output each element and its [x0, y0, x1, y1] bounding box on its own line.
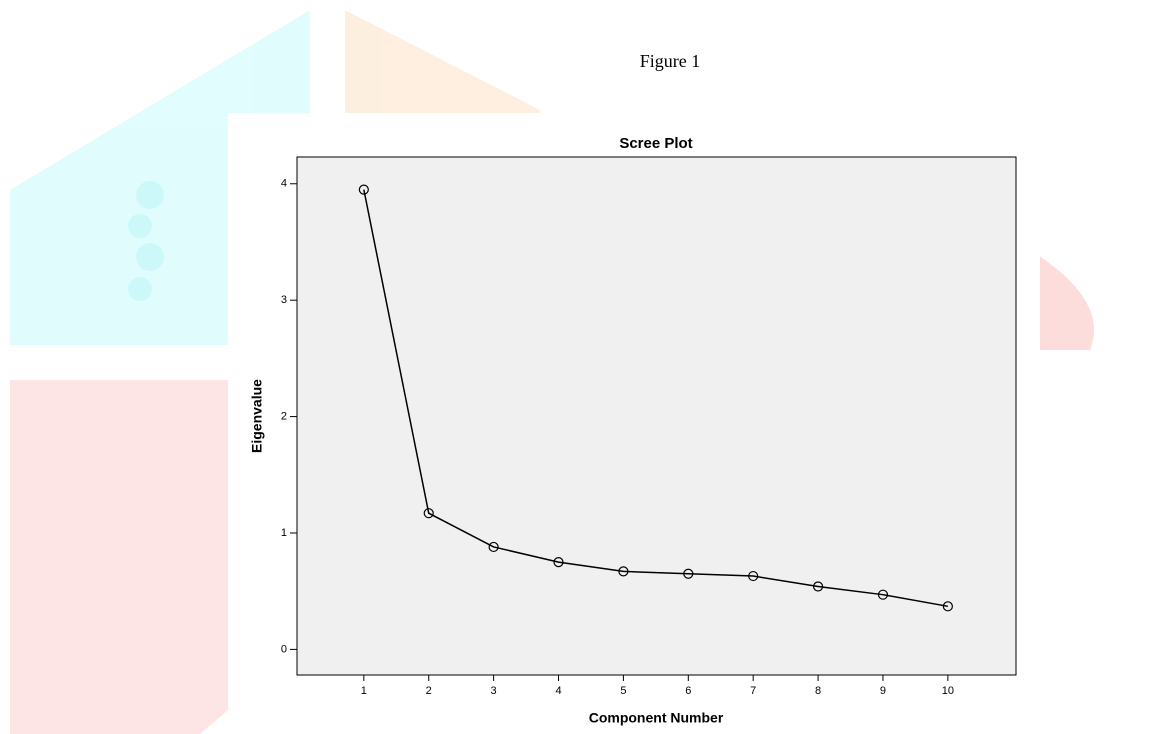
y-tick-label: 2: [281, 410, 287, 422]
data-point: [942, 601, 953, 612]
x-tick-label: 6: [685, 685, 691, 697]
x-tick-label: 2: [426, 685, 432, 697]
data-point: [553, 556, 564, 568]
data-point: [748, 570, 759, 582]
watermark-shape: [1030, 250, 1094, 350]
x-tick-label: 1: [361, 685, 367, 697]
y-axis-title: Eigenvalue: [249, 379, 265, 453]
x-tick-label: 4: [555, 685, 561, 697]
data-point: [423, 508, 434, 519]
watermark-shape: [136, 243, 164, 271]
data-point: [683, 568, 694, 579]
y-tick-label: 0: [281, 643, 287, 655]
x-axis-title: Component Number: [589, 710, 724, 726]
y-tick-label: 3: [281, 294, 287, 306]
chart-title: Scree Plot: [619, 135, 692, 152]
data-point: [812, 581, 824, 592]
x-tick-label: 7: [750, 685, 756, 697]
y-tick-label: 4: [281, 178, 287, 190]
x-tick-label: 5: [620, 685, 626, 697]
data-point: [618, 566, 629, 577]
x-tick-label: 9: [880, 685, 886, 697]
watermark-shape: [128, 214, 152, 238]
watermark-shape: [128, 277, 152, 301]
x-tick-label: 10: [942, 685, 954, 697]
data-point: [877, 589, 889, 600]
figure-caption: Figure 1: [640, 51, 701, 71]
series-line: [363, 189, 948, 608]
data-point: [358, 184, 369, 195]
data-point: [488, 541, 499, 553]
x-tick-label: 8: [815, 685, 821, 697]
watermark-shape: [136, 181, 164, 209]
x-tick-label: 3: [491, 685, 497, 697]
plot-area: [296, 156, 1017, 676]
y-tick-label: 1: [281, 527, 287, 539]
